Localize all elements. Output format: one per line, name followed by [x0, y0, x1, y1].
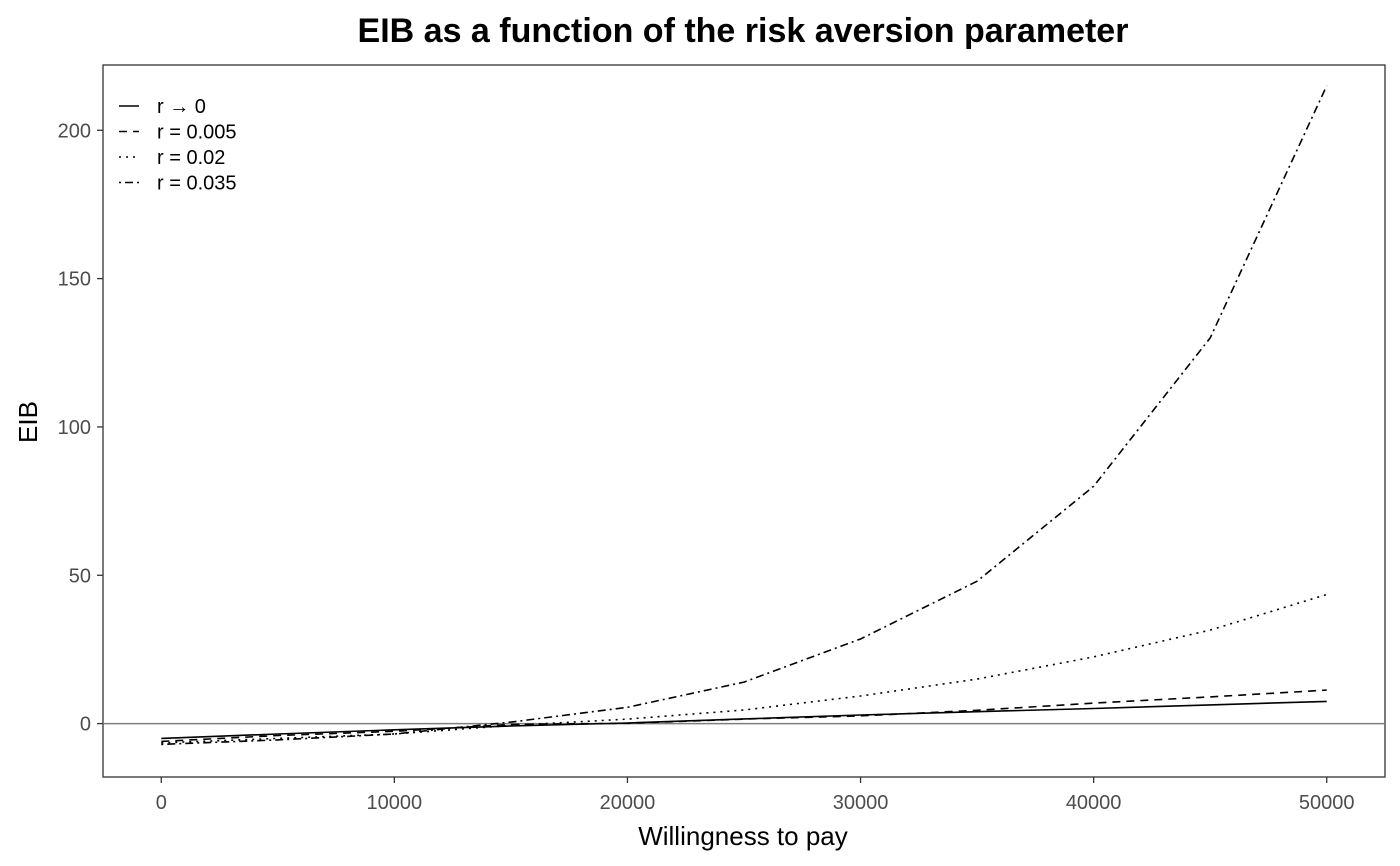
- x-tick-label: 0: [156, 792, 167, 814]
- x-tick-label: 20000: [600, 792, 656, 814]
- y-axis-title: EIB: [13, 401, 43, 443]
- series-line-2: [161, 689, 1327, 743]
- x-tick-label: 30000: [833, 792, 889, 814]
- legend: r → 0 r = 0.005 r = 0.02 r = 0.035: [119, 96, 237, 195]
- y-tick-label: 100: [58, 417, 91, 439]
- chart-title: EIB as a function of the risk aversion p…: [358, 12, 1129, 50]
- y-axis: 0 50 100 150 200: [58, 120, 103, 736]
- series-line-4: [161, 85, 1328, 746]
- series-line-1: [161, 700, 1327, 740]
- legend-label-2: r = 0.005: [157, 122, 237, 144]
- y-tick-label: 200: [58, 120, 91, 142]
- series-lines: [161, 85, 1328, 746]
- y-tick-label: 0: [80, 714, 91, 736]
- legend-label-4: r = 0.035: [157, 173, 237, 195]
- series-line-3: [161, 593, 1327, 744]
- x-tick-label: 40000: [1066, 792, 1122, 814]
- y-tick-label: 150: [58, 269, 91, 291]
- x-tick-label: 10000: [367, 792, 423, 814]
- x-tick-label: 50000: [1299, 792, 1355, 814]
- plot-panel: [102, 64, 1386, 778]
- legend-label-1: r → 0: [157, 96, 206, 118]
- x-axis-title: Willingness to pay: [638, 821, 848, 851]
- x-axis: 0 10000 20000 30000 40000 50000: [156, 777, 1355, 814]
- y-tick-label: 50: [69, 565, 91, 587]
- legend-label-3: r = 0.02: [157, 147, 225, 169]
